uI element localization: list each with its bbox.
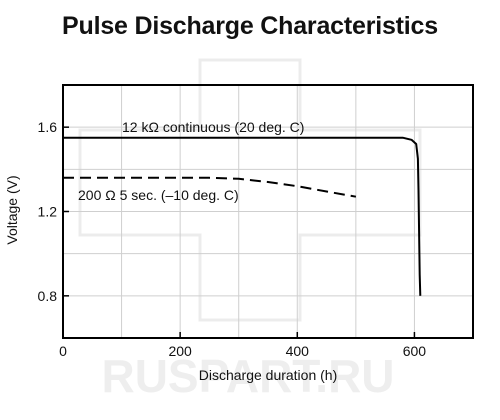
y-tick-label: 1.6: [38, 119, 58, 135]
tick-layer: 0 200 400 600 0.8 1.2 1.6: [38, 119, 427, 359]
annotation-series-2: 200 Ω 5 sec. (–10 deg. C): [78, 187, 239, 203]
y-tick-label: 1.2: [38, 204, 58, 220]
y-axis-label: Voltage (V): [4, 175, 20, 244]
x-tick-label: 600: [403, 343, 427, 359]
chart-title: Pulse Discharge Characteristics: [62, 12, 438, 40]
series-layer: [63, 136, 422, 296]
annotation-series-1: 12 kΩ continuous (20 deg. C): [122, 119, 304, 135]
x-axis-label: Discharge duration (h): [199, 367, 338, 383]
grid-layer: [63, 85, 473, 338]
y-tick-label: 0.8: [38, 288, 58, 304]
x-tick-label: 0: [59, 343, 67, 359]
x-tick-label: 200: [168, 343, 192, 359]
series-line-2: [63, 176, 357, 198]
watermark-text: RUSPART.RU: [101, 350, 394, 402]
watermark-logo: [78, 58, 422, 322]
x-tick-label: 400: [286, 343, 310, 359]
series-line-1: [63, 136, 422, 296]
